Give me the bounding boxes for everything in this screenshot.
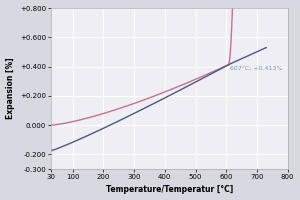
Text: 607°C; +0.413%: 607°C; +0.413%	[230, 66, 282, 71]
X-axis label: Temperature/Temperatur [°C]: Temperature/Temperatur [°C]	[106, 185, 233, 194]
Y-axis label: Expansion [%]: Expansion [%]	[6, 58, 15, 119]
